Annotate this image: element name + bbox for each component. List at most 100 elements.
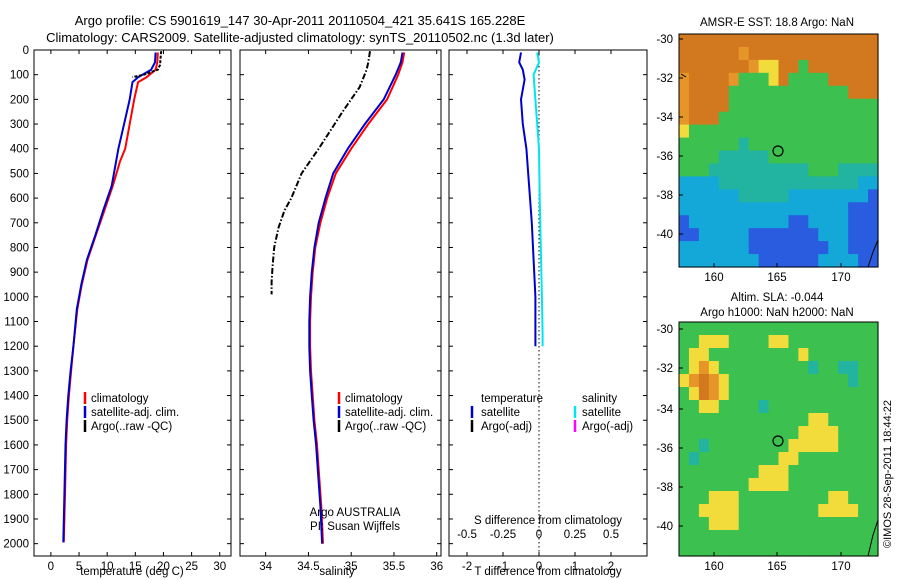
map-cell: [828, 46, 839, 61]
map-cell: [718, 46, 730, 61]
map-cell: [868, 176, 879, 190]
map-cell: [808, 478, 819, 492]
map-cell: [818, 163, 829, 177]
map-cell: [858, 491, 869, 505]
legend-satellite-adj: satellite-adj. clim.: [91, 407, 179, 419]
map-y-tick-label: -34: [656, 112, 673, 124]
map-cell: [679, 98, 690, 113]
map-cell: [788, 124, 799, 139]
map-cell: [738, 491, 750, 505]
map-cell: [768, 452, 780, 466]
map-cell: [788, 530, 799, 544]
map-cell: [758, 504, 770, 518]
map-cell: [798, 137, 809, 152]
map-cell: [778, 46, 790, 61]
map-cell: [858, 400, 869, 414]
map-cell: [728, 361, 740, 375]
map-cell: [679, 215, 690, 229]
map-cell: [828, 322, 839, 336]
map-cell: [708, 348, 720, 362]
map-cell: [698, 452, 710, 466]
series-line-satellite-adj-clim-: [62, 52, 157, 543]
map-cell: [828, 59, 839, 74]
map-cell: [748, 452, 760, 466]
map-cell: [679, 439, 690, 453]
map-cell: [768, 426, 780, 440]
map-cell: [748, 517, 760, 531]
map-cell: [768, 215, 780, 229]
map-cell: [868, 452, 879, 466]
map-cell: [848, 189, 859, 203]
map-cell: [679, 176, 690, 190]
map-cell: [848, 322, 859, 336]
y-tick-label: 800: [10, 242, 29, 254]
map-cell: [778, 150, 790, 165]
map-cell: [788, 491, 799, 505]
map-cell: [798, 504, 809, 518]
map-cell: [688, 59, 700, 74]
map-cell: [728, 452, 740, 466]
map-cell: [718, 202, 730, 216]
map-cell: [778, 85, 790, 100]
map-cell: [738, 322, 750, 336]
map-cell: [708, 504, 720, 518]
map-cell: [718, 400, 730, 414]
map-cell: [838, 530, 849, 544]
map-cell: [838, 348, 849, 362]
map-cell: [758, 400, 770, 414]
map-cell: [828, 85, 839, 100]
map-cell: [808, 215, 819, 229]
map-cell: [808, 439, 819, 453]
map-cell: [758, 85, 770, 100]
map-cell: [818, 189, 829, 203]
map-cell: [858, 228, 869, 242]
map-cell: [788, 111, 799, 126]
map-cell: [778, 465, 790, 479]
map-cell: [858, 530, 869, 544]
map-cell: [688, 72, 700, 87]
map-cell: [708, 72, 720, 87]
map-cell: [728, 111, 740, 126]
map-cell: [868, 46, 879, 61]
map-cell: [838, 85, 849, 100]
map-x-tick-label: 160: [704, 561, 723, 573]
map-x-tick-label: 160: [704, 272, 723, 284]
map-cell: [838, 189, 849, 203]
map-cell: [708, 322, 720, 336]
map-cell: [868, 348, 879, 362]
map-cell: [679, 387, 690, 401]
map-cell: [688, 202, 700, 216]
map-cell: [698, 543, 710, 557]
map-cell: [738, 176, 750, 190]
map-cell: [828, 361, 839, 375]
map-cell: [718, 215, 730, 229]
s-diff-tick-label: 0.25: [564, 529, 586, 541]
map-y-tick-label: -40: [656, 229, 673, 241]
map-cell: [738, 34, 750, 48]
legend-salinity-heading: salinity: [582, 393, 617, 405]
map-cell: [858, 46, 869, 61]
map-cell: [758, 348, 770, 362]
map-cell: [858, 478, 869, 492]
salinity-axes: 34 34.5 35 35.5 36: [240, 49, 443, 573]
map-cell: [858, 517, 869, 531]
map-cell: [818, 517, 829, 531]
map-cell: [838, 254, 849, 268]
map-cell: [778, 478, 790, 492]
map-cell: [728, 426, 740, 440]
map-cell: [868, 504, 879, 518]
map-cell: [728, 59, 740, 74]
map-cell: [679, 465, 690, 479]
map-cell: [758, 413, 770, 427]
map-cell: [798, 241, 809, 255]
map-cell: [718, 335, 730, 349]
map-cell: [768, 348, 780, 362]
temperature-marks: [62, 51, 163, 543]
map-cell: [679, 543, 690, 557]
t-difference-label: T difference from climatology: [474, 566, 621, 578]
map-cell: [858, 98, 869, 113]
map-cell: [698, 335, 710, 349]
map-cell: [688, 163, 700, 177]
map-cell: [858, 202, 869, 216]
map-cell: [758, 176, 770, 190]
